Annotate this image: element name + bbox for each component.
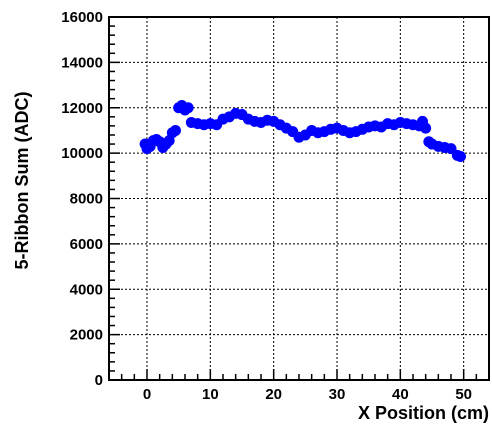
- y-tick-label: 10000: [61, 145, 103, 162]
- y-tick-label: 0: [95, 372, 103, 389]
- x-axis-title: X Position (cm): [358, 403, 489, 423]
- data-point: [182, 102, 194, 114]
- x-tick-label: 40: [392, 386, 409, 403]
- data-point: [455, 151, 466, 163]
- y-tick-label: 4000: [70, 281, 103, 298]
- x-tick-label: 50: [455, 386, 472, 403]
- tick-labels: 0 10 20 30 40 50 0 2000 4000 6000 8000 10000 12000 14…: [61, 9, 472, 403]
- x-tick-label: 20: [265, 386, 282, 403]
- data-points: [139, 99, 466, 163]
- data-point: [170, 124, 181, 136]
- x-tick-label: 0: [143, 386, 151, 403]
- x-tick-label: 30: [329, 386, 346, 403]
- y-tick-label: 6000: [70, 236, 103, 253]
- y-tick-label: 2000: [70, 327, 103, 344]
- y-tick-label: 16000: [61, 9, 103, 26]
- x-tick-label: 10: [202, 386, 219, 403]
- y-axis-title: 5-Ribbon Sum (ADC): [12, 92, 32, 270]
- y-tick-label: 12000: [61, 100, 103, 117]
- data-point: [420, 122, 432, 134]
- axis-ticks: [108, 16, 490, 381]
- y-tick-label: 14000: [61, 54, 103, 71]
- y-tick-label: 8000: [70, 191, 103, 208]
- grid-lines: [109, 17, 489, 380]
